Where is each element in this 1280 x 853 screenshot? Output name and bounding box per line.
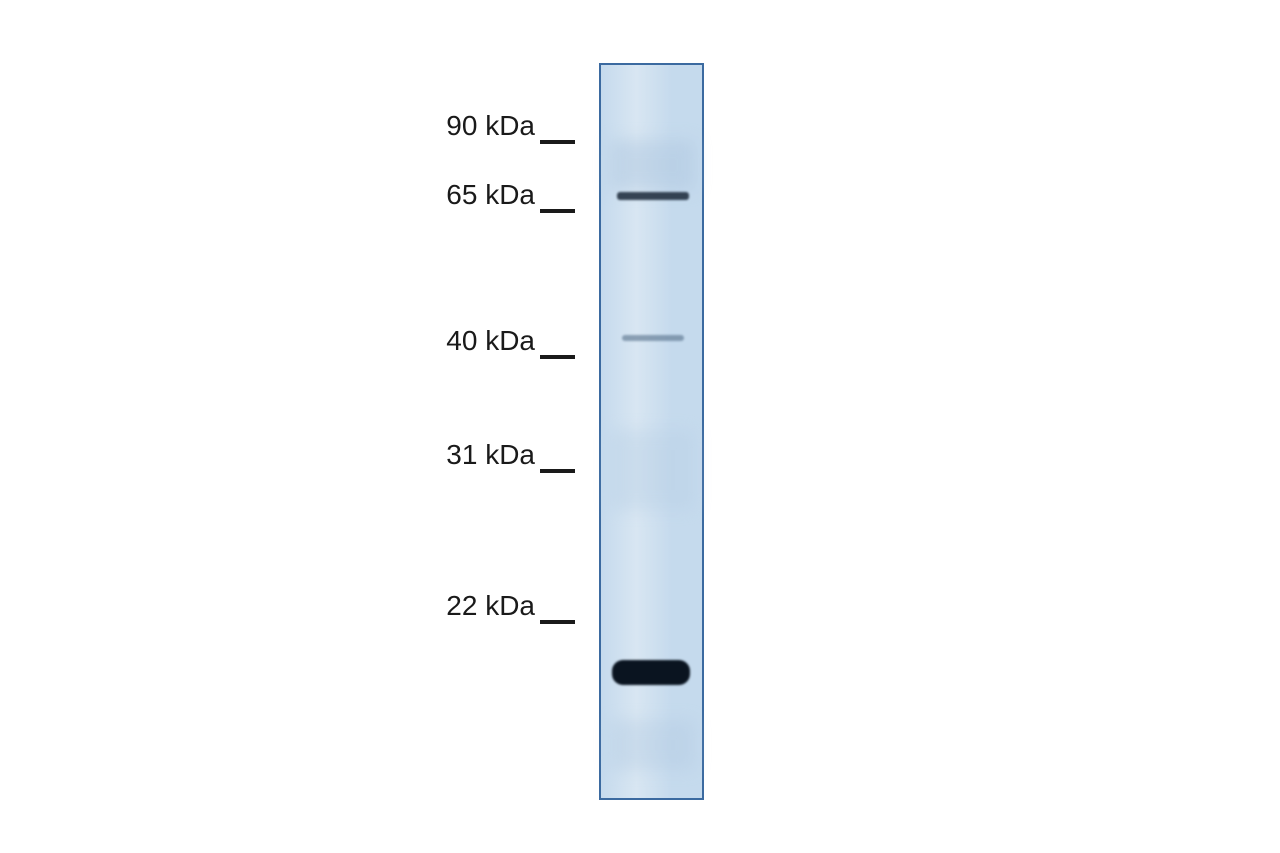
marker-label: 40 kDa (446, 325, 535, 357)
protein-band (612, 660, 690, 685)
western-blot-figure: 90 kDa 65 kDa 40 kDa 31 kDa 22 kDa (0, 0, 1280, 853)
lane-noise (610, 720, 695, 770)
marker-tick (540, 209, 575, 213)
protein-band (617, 192, 689, 200)
marker-tick (540, 469, 575, 473)
marker-label: 31 kDa (446, 439, 535, 471)
protein-band (622, 335, 684, 341)
marker-label: 90 kDa (446, 110, 535, 142)
marker-tick (540, 355, 575, 359)
marker-label: 65 kDa (446, 179, 535, 211)
marker-tick (540, 620, 575, 624)
marker-tick (540, 140, 575, 144)
marker-label: 22 kDa (446, 590, 535, 622)
lane-noise (610, 430, 695, 510)
lane-noise (610, 140, 695, 190)
